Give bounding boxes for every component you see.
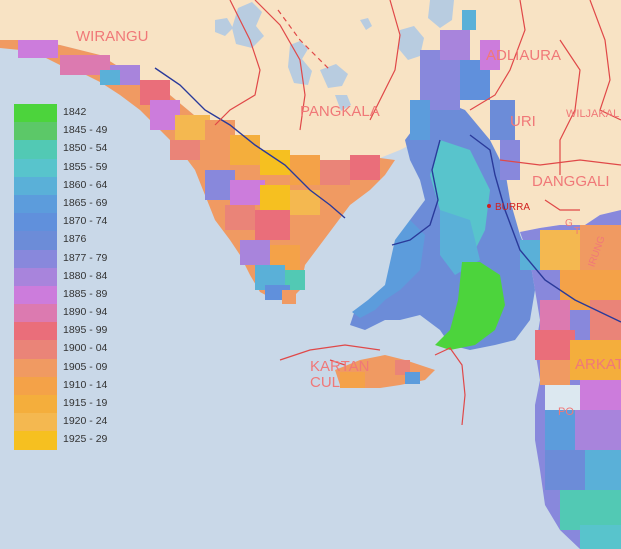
legend-label: 1920 - 24 [63,415,108,428]
legend-swatch [14,176,57,195]
legend-label: 1850 - 54 [63,142,108,155]
legend-label: 1910 - 14 [63,378,108,391]
legend-item: 1860 - 64 [14,176,122,195]
legend-label: 1855 - 59 [63,160,108,173]
legend-swatch [14,194,57,214]
legend-label: 1877 - 79 [63,251,108,264]
legend-item: 1900 - 04 [14,340,122,359]
legend-swatch [14,158,57,177]
region-label-arkat: ARKAT [575,356,621,373]
region-label-t: T [574,226,580,237]
region-label-po: PO [558,406,574,418]
legend-item: 1905 - 09 [14,358,122,377]
legend-swatch [14,358,57,377]
legend-item: 1910 - 14 [14,376,122,395]
legend-swatch [14,285,57,305]
region-label-danggali: DANGGALI [532,173,610,190]
town-marker-burra[interactable] [487,204,491,208]
legend: 1842 1845 - 49 1850 - 54 1855 - 59 1860 - 64… [14,104,122,450]
legend-label: 1925 - 29 [63,433,108,446]
legend-item: 1855 - 59 [14,158,122,177]
legend-label: 1905 - 09 [63,360,108,373]
legend-swatch [14,122,57,141]
region-label-g: G [565,218,573,229]
legend-item: 1880 - 84 [14,267,122,286]
legend-label: 1890 - 94 [63,306,108,319]
region-label-wirangu: WIRANGU [76,28,149,45]
region-label-uri: URI [510,113,536,130]
legend-swatch [14,267,57,286]
legend-swatch [14,413,57,432]
river-lines [154,67,621,323]
legend-label: 1885 - 89 [63,287,108,300]
legend-label: 1880 - 84 [63,269,108,282]
legend-label: 1895 - 99 [63,324,108,337]
legend-item: 1915 - 19 [14,395,122,414]
region-label-cul: CUL [310,374,340,391]
region-label-kartan: KARTAN [310,358,369,375]
legend-swatch [14,322,57,341]
legend-item: 1920 - 24 [14,413,122,432]
eyre-peninsula [0,40,395,304]
legend-item: 1842 [14,104,122,123]
legend-label: 1876 [63,233,87,246]
boundary-lines [214,0,621,426]
legend-swatch [14,104,57,123]
yorke-peninsula [350,10,535,350]
town-label-burra: BURRA [495,202,530,213]
boundary-dashed [277,9,331,71]
legend-swatch [14,249,57,268]
legend-item: 1876 [14,231,122,250]
legend-label: 1845 - 49 [63,124,108,137]
legend-swatch [14,304,57,323]
legend-label: 1915 - 19 [63,397,108,409]
legend-label: 1860 - 64 [63,178,108,191]
lakes [215,0,454,111]
legend-item: 1850 - 54 [14,140,122,159]
legend-swatch [14,376,57,395]
legend-item: 1865 - 69 [14,194,122,214]
region-label-adliaura: ADLIAURA [486,47,561,64]
legend-swatch [14,431,57,450]
legend-item: 1890 - 94 [14,304,122,323]
legend-item: 1885 - 89 [14,285,122,305]
legend-label: 1842 [63,106,87,118]
legend-item: 1870 - 74 [14,213,122,232]
legend-swatch [14,340,57,359]
legend-swatch [14,140,57,159]
legend-label: 1870 - 74 [63,215,108,228]
legend-swatch [14,213,57,232]
region-label-pangkala: PANGKALA [300,103,380,120]
legend-label: 1900 - 04 [63,342,108,355]
legend-swatch [14,231,57,250]
legend-item: 1895 - 99 [14,322,122,341]
region-label-wiljakali: WILJAKAL [566,108,619,120]
east-mainland [520,210,621,549]
legend-label: 1865 - 69 [63,196,108,209]
legend-item: 1877 - 79 [14,249,122,268]
legend-item: 1845 - 49 [14,122,122,141]
kangaroo-island [335,355,435,388]
legend-swatch [14,395,57,414]
legend-item: 1925 - 29 [14,431,122,450]
